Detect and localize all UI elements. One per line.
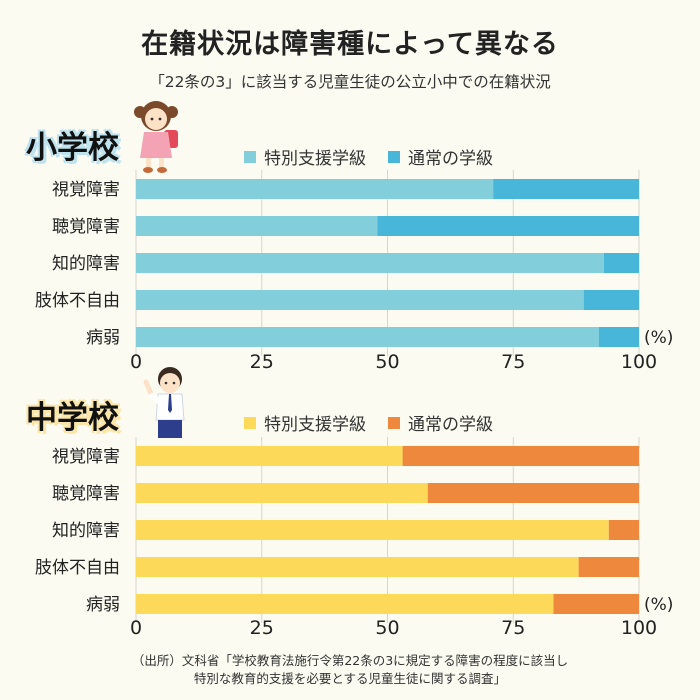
elementary-bar-regular xyxy=(603,253,639,273)
legend-label-regular: 通常の学級 xyxy=(408,149,493,169)
elementary-bar-special xyxy=(136,216,378,236)
legend-label-special: 特別支援学級 xyxy=(264,415,366,435)
source-line-1: （出所）文科省「学校教育法施行令第22条の3に規定する障害の程度に該当し xyxy=(131,653,569,668)
elementary-category-label: 聴覚障害 xyxy=(52,217,120,237)
elementary-category-label: 肢体不自由 xyxy=(35,291,120,311)
middle-category-label: 知的障害 xyxy=(52,521,120,541)
elementary-bar-special xyxy=(136,327,599,347)
elementary-x-tick-label: 75 xyxy=(501,351,525,373)
legend-label-special: 特別支援学級 xyxy=(264,149,366,169)
middle-bar-special xyxy=(136,557,579,577)
legend-item-regular: 通常の学級 xyxy=(388,144,493,169)
elementary-bar-regular xyxy=(377,216,639,236)
elementary-x-tick-label: 50 xyxy=(375,351,399,373)
middle-x-tick-label: 75 xyxy=(501,617,525,639)
elementary-bar-regular xyxy=(598,327,639,347)
elementary-category-label: 知的障害 xyxy=(52,254,120,274)
middle-x-tick-label: 0 xyxy=(130,617,142,639)
elementary-bar-regular xyxy=(493,179,639,199)
elementary-x-tick-label: 25 xyxy=(250,351,274,373)
schoolgirl-illustration xyxy=(134,101,178,173)
elementary-heading: 小学校 xyxy=(26,130,119,166)
middle-x-tick-label: 100 xyxy=(621,617,657,639)
elementary-x-tick-label: 100 xyxy=(621,351,657,373)
page-title: 在籍状況は障害種によって異なる xyxy=(141,29,559,60)
middle-bar-regular xyxy=(402,446,639,466)
middle-category-label: 病弱 xyxy=(86,595,120,615)
elementary-legend: 特別支援学級 通常の学級 xyxy=(244,144,493,169)
middle-bar-special xyxy=(136,520,609,540)
middle-bar-regular xyxy=(553,594,639,614)
legend-label-regular: 通常の学級 xyxy=(408,415,493,435)
legend-item-special: 特別支援学級 xyxy=(244,410,366,435)
elementary-bar-regular xyxy=(583,290,639,310)
middle-heading: 中学校 xyxy=(26,400,119,436)
middle-x-tick-label: 50 xyxy=(375,617,399,639)
middle-bar-special xyxy=(136,594,554,614)
middle-bar-regular xyxy=(427,483,639,503)
elementary-bar-special xyxy=(136,253,604,273)
legend-item-regular: 通常の学級 xyxy=(388,410,493,435)
elementary-bar-special xyxy=(136,179,494,199)
middle-category-label: 聴覚障害 xyxy=(52,484,120,504)
middle-category-label: 肢体不自由 xyxy=(35,558,120,578)
elementary-unit-label: (%) xyxy=(644,328,673,348)
middle-bar-special xyxy=(136,446,403,466)
legend-swatch-regular xyxy=(388,416,400,429)
legend-swatch-special xyxy=(244,150,256,163)
legend-swatch-regular xyxy=(388,150,400,163)
middle-x-tick-label: 25 xyxy=(250,617,274,639)
elementary-bar-special xyxy=(136,290,584,310)
middle-category-label: 視覚障害 xyxy=(52,447,120,467)
elementary-category-label: 視覚障害 xyxy=(52,180,120,200)
schoolboy-illustration xyxy=(143,367,185,438)
source-note: （出所）文科省「学校教育法施行令第22条の3に規定する障害の程度に該当し 特別な… xyxy=(0,652,700,688)
middle-unit-label: (%) xyxy=(644,595,673,615)
middle-bar-special xyxy=(136,483,428,503)
page-subtitle: 「22条の3」に該当する児童生徒の公立小中での在籍状況 xyxy=(149,73,551,91)
source-line-2: 特別な教育的支援を必要とする児童生徒に関する調査」 xyxy=(193,671,507,686)
elementary-category-label: 病弱 xyxy=(86,328,120,348)
legend-item-special: 特別支援学級 xyxy=(244,144,366,169)
middle-bar-regular xyxy=(578,557,639,577)
middle-legend: 特別支援学級 通常の学級 xyxy=(244,410,493,435)
elementary-x-tick-label: 0 xyxy=(130,351,142,373)
legend-swatch-special xyxy=(244,416,256,429)
middle-bar-regular xyxy=(608,520,639,540)
